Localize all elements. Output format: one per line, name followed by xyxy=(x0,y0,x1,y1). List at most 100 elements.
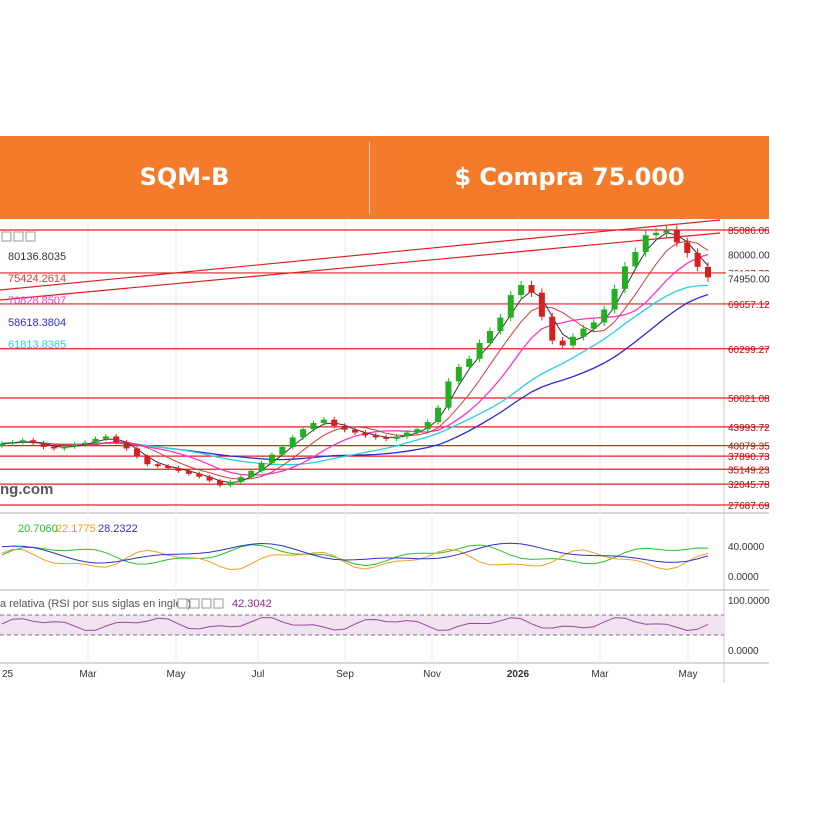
adx-legend-value: 22.1775 xyxy=(56,523,96,535)
banner: SQM-B $ Compra 75.000 xyxy=(0,136,769,219)
candle-body xyxy=(196,473,203,477)
candle-body xyxy=(175,468,182,471)
candle-body xyxy=(185,470,192,474)
x-tick-label: May xyxy=(167,669,186,680)
adx-legend-value: 28.2322 xyxy=(98,523,138,535)
toolbar-icon xyxy=(189,598,200,609)
candle-body xyxy=(133,448,140,457)
x-tick-label: 25 xyxy=(2,669,14,680)
adx-line xyxy=(1,542,709,564)
candle-body xyxy=(632,251,639,267)
candle-body xyxy=(19,440,26,443)
price-tick-label: 60299.27 xyxy=(728,345,770,356)
candle-body xyxy=(71,444,78,447)
candle-body xyxy=(372,435,379,438)
ma-legend-value: 61813.8365 xyxy=(8,339,66,351)
toolbar-icon xyxy=(1,231,12,242)
adx-tick-label: 0.0000 xyxy=(728,572,759,583)
trend-line xyxy=(0,219,721,291)
candle-body xyxy=(227,481,234,486)
x-tick-label: Mar xyxy=(79,669,97,680)
toolbar-icon xyxy=(25,231,36,242)
x-tick-label: May xyxy=(679,669,698,680)
candle-body xyxy=(300,429,307,438)
candle-body xyxy=(684,242,691,253)
candle-body xyxy=(154,464,161,467)
candle-body xyxy=(9,442,16,444)
rsi-band xyxy=(0,615,724,635)
toolbar-icon xyxy=(177,598,188,609)
candle-body xyxy=(123,442,130,449)
price-tick-label: 27687.69 xyxy=(728,501,770,512)
candle-body xyxy=(455,366,462,382)
candle-body xyxy=(268,454,275,463)
candle-body xyxy=(320,419,327,424)
candle-body xyxy=(590,322,597,329)
toolbar-icon xyxy=(213,598,224,609)
candle-body xyxy=(92,438,99,443)
rsi-value: 42.3042 xyxy=(232,598,272,610)
x-tick-label: Nov xyxy=(423,669,441,680)
rsi-panel: a relativa (RSI por sus siglas en inglés… xyxy=(0,596,770,657)
rsi-label: a relativa (RSI por sus siglas en inglés… xyxy=(0,598,191,610)
adx-line xyxy=(1,544,709,567)
candle-body xyxy=(642,235,649,252)
candle-body xyxy=(310,423,317,430)
candle-body xyxy=(414,429,421,433)
candle-body xyxy=(538,292,545,317)
price-tick-label: 50021.08 xyxy=(728,394,770,405)
candle-body xyxy=(40,443,47,447)
candle-body xyxy=(217,480,224,486)
rsi-tick-label: 100.0000 xyxy=(728,596,770,607)
x-tick-label: Jul xyxy=(252,669,265,680)
candle-body xyxy=(705,266,711,278)
price-tick-label: 43993.72 xyxy=(728,423,770,434)
price-tick-label: 40079.35 xyxy=(728,442,770,453)
ma-legend-value: 80136.8035 xyxy=(8,251,66,263)
toolbar-icon xyxy=(201,598,212,609)
rsi-line xyxy=(1,617,709,632)
chart-background xyxy=(0,220,769,685)
candle-body xyxy=(497,317,504,332)
candle-body xyxy=(673,230,680,243)
candle-body xyxy=(518,285,525,296)
ticker-title: SQM-B xyxy=(139,163,230,191)
candle-body xyxy=(601,309,608,323)
candle-body xyxy=(102,436,109,439)
candle-body xyxy=(466,358,473,367)
candle-body xyxy=(403,432,410,437)
watermark: ng.com xyxy=(0,481,53,498)
candle-body xyxy=(694,252,701,267)
candle-body xyxy=(653,232,660,236)
ma-legend-value: 58618.3804 xyxy=(8,317,66,329)
candle-body xyxy=(486,331,493,344)
candle-body xyxy=(621,266,628,289)
price-tick-label: 37890.73 xyxy=(728,452,770,463)
candle-body xyxy=(559,340,566,346)
x-tick-label: Sep xyxy=(336,669,354,680)
price-tick-label: 32045.78 xyxy=(728,480,770,491)
candle-body xyxy=(289,437,296,447)
candle-body xyxy=(352,429,358,433)
candle-body xyxy=(113,436,120,443)
candle-body xyxy=(445,381,452,408)
candle-body xyxy=(383,437,390,439)
rsi-tick-label: 0.0000 xyxy=(728,646,759,657)
candle-body xyxy=(206,476,213,481)
x-tick-label: 2026 xyxy=(507,669,530,680)
candle-body xyxy=(528,285,535,293)
price-tick-label: 80000.00 xyxy=(728,250,770,261)
candle-body xyxy=(144,456,151,465)
price-tick-label: 69657.12 xyxy=(728,300,770,311)
current-price-box xyxy=(726,271,769,285)
recommendation-title: $ Compra 75.000 xyxy=(454,163,685,191)
price-tick-label: 85086.06 xyxy=(728,226,770,237)
candle-body xyxy=(50,446,57,449)
candle-body xyxy=(0,443,5,446)
candle-body xyxy=(549,316,556,341)
candle-body xyxy=(341,425,348,430)
candle-body xyxy=(331,419,338,426)
ma-legend-value: 75424.2614 xyxy=(8,273,66,285)
